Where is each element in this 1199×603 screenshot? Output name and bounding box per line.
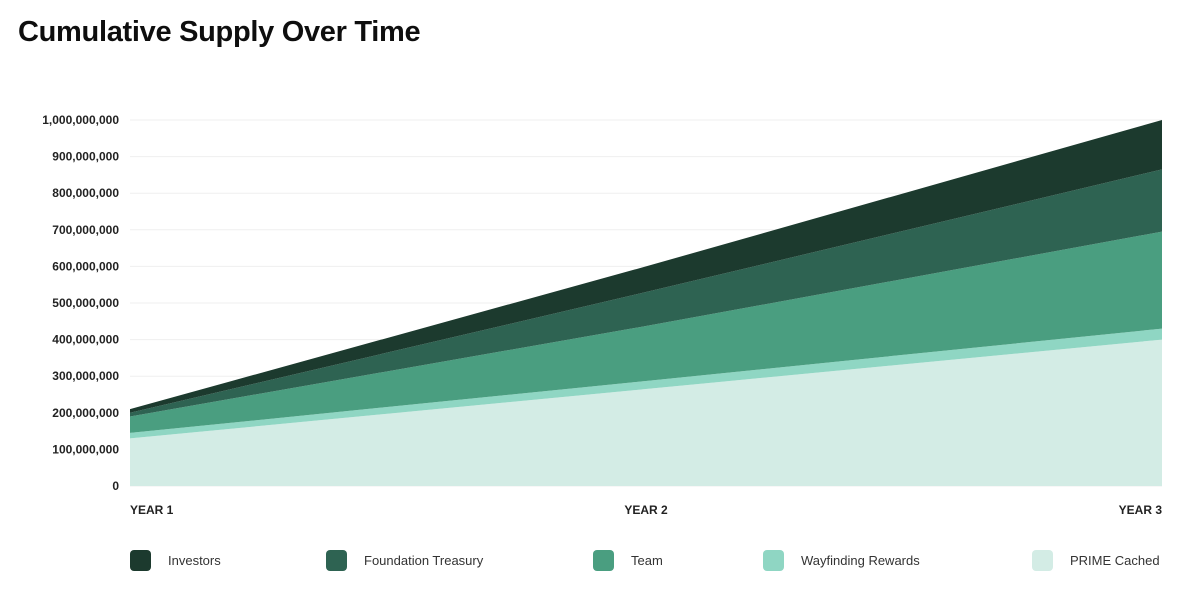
legend: Investors Foundation Treasury Team Wayfindi… xyxy=(0,548,1199,574)
y-tick-label: 100,000,000 xyxy=(52,442,119,456)
y-tick-label: 500,000,000 xyxy=(52,296,119,310)
x-tick-label: YEAR 1 xyxy=(130,503,174,517)
y-tick-label: 700,000,000 xyxy=(52,223,119,237)
legend-swatch xyxy=(1032,549,1053,571)
legend-swatch xyxy=(593,549,614,571)
area-prime-cached xyxy=(130,339,1162,486)
legend-label: Foundation Treasury xyxy=(364,552,484,568)
legend-item: Wayfinding Rewards xyxy=(763,548,920,572)
y-tick-label: 600,000,000 xyxy=(52,259,119,273)
y-tick-label: 0 xyxy=(112,479,119,493)
y-tick-label: 800,000,000 xyxy=(52,186,119,200)
legend-swatch xyxy=(763,549,784,571)
y-tick-label: 300,000,000 xyxy=(52,369,119,383)
legend-label: Investors xyxy=(168,552,221,568)
y-tick-label: 1,000,000,000 xyxy=(42,113,119,127)
x-tick-label: YEAR 2 xyxy=(624,503,668,517)
legend-label: PRIME Cached xyxy=(1070,552,1160,568)
x-tick-label: YEAR 3 xyxy=(1119,503,1163,517)
y-tick-label: 400,000,000 xyxy=(52,333,119,347)
legend-label: Wayfinding Rewards xyxy=(801,552,920,568)
x-axis-ticks: YEAR 1 YEAR 2 YEAR 3 xyxy=(130,503,1162,517)
legend-item: Investors xyxy=(130,548,221,572)
legend-label: Team xyxy=(631,552,663,568)
area-foundation-treasury xyxy=(130,169,1162,417)
stacked-area-chart: 0 100,000,000 200,000,000 300,000,000 400,00… xyxy=(42,113,1162,517)
area-team xyxy=(130,231,1162,433)
y-tick-label: 200,000,000 xyxy=(52,406,119,420)
legend-swatch xyxy=(130,549,151,571)
area-wayfinding-rewards xyxy=(130,328,1162,439)
area-series xyxy=(130,120,1162,486)
area-investors xyxy=(130,120,1162,413)
legend-item: PRIME Cached xyxy=(1032,548,1160,572)
legend-swatch xyxy=(326,549,347,571)
chart-title: Cumulative Supply Over Time xyxy=(18,16,421,48)
legend-item: Team xyxy=(593,548,663,572)
legend-item: Foundation Treasury xyxy=(326,548,483,572)
y-axis-ticks: 0 100,000,000 200,000,000 300,000,000 400,00… xyxy=(42,113,119,493)
y-tick-label: 900,000,000 xyxy=(52,150,119,164)
